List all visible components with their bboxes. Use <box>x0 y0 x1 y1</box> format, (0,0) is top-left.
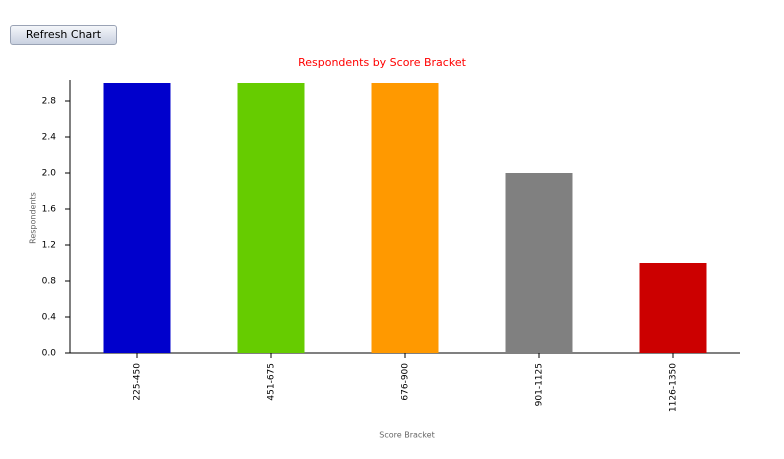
y-tick-label: 2.0 <box>42 169 57 179</box>
y-axis-label: Respondents <box>29 192 38 244</box>
y-tick-label: 1.2 <box>42 241 56 251</box>
x-tick-label: 451-675 <box>267 363 277 401</box>
y-tick-label: 2.4 <box>42 133 57 143</box>
bar <box>639 263 707 353</box>
refresh-button[interactable]: Refresh Chart <box>10 25 117 45</box>
x-tick-label: 901-1125 <box>535 363 545 406</box>
y-tick-label: 0.4 <box>42 313 57 323</box>
y-tick-label: 2.8 <box>42 97 57 107</box>
y-tick-label: 0.0 <box>42 349 57 359</box>
y-tick-label: 1.6 <box>42 205 57 215</box>
bar <box>505 173 573 353</box>
x-tick-label: 225-450 <box>133 363 143 401</box>
x-axis-label: Score Bracket <box>379 431 434 440</box>
bar <box>371 83 439 353</box>
x-tick-label: 676-900 <box>401 363 411 401</box>
bar <box>237 83 305 353</box>
y-tick-label: 0.8 <box>42 277 57 287</box>
bar <box>103 83 171 353</box>
x-tick-label: 1126-1350 <box>669 363 679 412</box>
chart-title: Respondents by Score Bracket <box>298 56 466 69</box>
